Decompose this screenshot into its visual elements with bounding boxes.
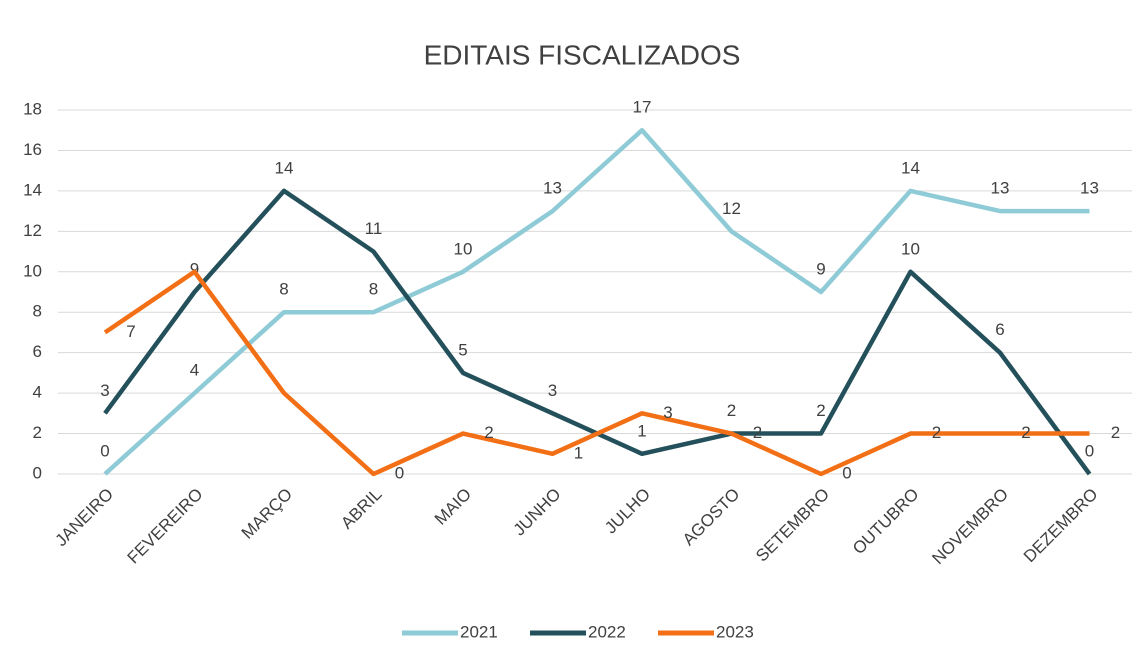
x-tick-label: NOVEMBRO <box>928 485 1012 569</box>
data-label: 2 <box>1021 423 1030 442</box>
legend-label: 2021 <box>460 622 498 641</box>
data-label: 11 <box>365 219 383 238</box>
x-tick-label: DEZEMBRO <box>1020 485 1102 567</box>
data-label: 1 <box>637 421 646 440</box>
data-label: 2 <box>753 423 762 442</box>
data-label: 0 <box>100 441 109 460</box>
data-label: 8 <box>279 280 288 299</box>
data-label: 0 <box>395 463 404 482</box>
data-label: 2 <box>816 401 825 420</box>
data-label: 8 <box>369 280 378 299</box>
data-label: 10 <box>901 239 920 258</box>
data-label: 0 <box>1085 441 1094 460</box>
legend-label: 2023 <box>716 622 754 641</box>
y-tick-label: 0 <box>33 463 42 482</box>
data-label: 7 <box>126 322 135 341</box>
data-label: 2 <box>484 423 493 442</box>
y-tick-label: 6 <box>33 342 42 361</box>
x-tick-label: ABRIL <box>337 485 385 533</box>
x-tick-label: OUTUBRO <box>849 485 923 559</box>
x-tick-label: MAIO <box>431 485 475 529</box>
data-label: 4 <box>190 361 199 380</box>
data-label: 9 <box>190 259 199 278</box>
data-label: 2 <box>727 401 736 420</box>
data-label: 14 <box>901 158 920 177</box>
data-label: 1 <box>574 443 583 462</box>
data-label: 13 <box>543 179 562 198</box>
x-tick-label: AGOSTO <box>679 485 744 550</box>
y-tick-label: 14 <box>23 180 42 199</box>
y-tick-label: 2 <box>33 423 42 442</box>
x-tick-label: JUNHO <box>510 485 565 540</box>
legend-label: 2022 <box>588 622 626 641</box>
y-tick-label: 8 <box>33 302 42 321</box>
y-tick-label: 18 <box>23 99 42 118</box>
data-label: 2 <box>1111 423 1120 442</box>
y-tick-label: 10 <box>23 261 42 280</box>
data-label: 9 <box>816 259 825 278</box>
data-label: 6 <box>995 320 1004 339</box>
data-label: 2 <box>932 423 941 442</box>
data-label: 14 <box>275 158 294 177</box>
data-label: 3 <box>663 403 672 422</box>
y-tick-label: 4 <box>33 383 42 402</box>
data-label: 13 <box>991 179 1010 198</box>
x-tick-label: SETEMBRO <box>752 485 833 566</box>
x-tick-label: JULHO <box>601 485 654 538</box>
y-tick-label: 12 <box>23 221 42 240</box>
data-label: 13 <box>1080 179 1099 198</box>
y-tick-label: 16 <box>23 140 42 159</box>
x-tick-label: MARÇO <box>238 485 296 543</box>
chart-title: EDITAIS FISCALIZADOS <box>424 39 741 70</box>
data-label: 3 <box>548 381 557 400</box>
data-label: 0 <box>842 463 851 482</box>
data-label: 10 <box>454 239 473 258</box>
data-label: 5 <box>458 340 467 359</box>
data-label: 17 <box>633 98 652 117</box>
data-label: 3 <box>100 381 109 400</box>
x-tick-label: JANEIRO <box>51 485 117 551</box>
x-tick-label: FEVEREIRO <box>124 485 207 568</box>
data-label: 12 <box>722 199 741 218</box>
series-line <box>103 269 1090 477</box>
series-line <box>103 127 1090 476</box>
